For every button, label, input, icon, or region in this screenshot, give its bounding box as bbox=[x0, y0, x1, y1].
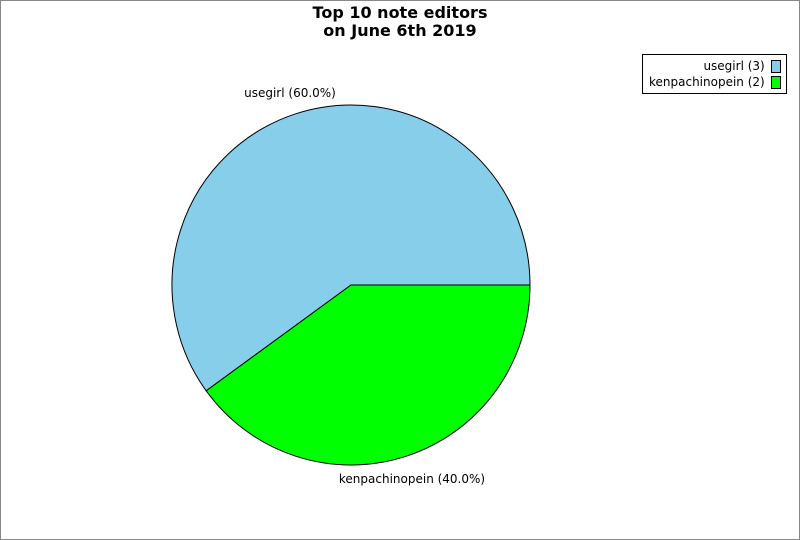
pie-slice-kenpachinopein bbox=[205, 284, 531, 466]
slice-label-kenpachinopein: kenpachinopein (40.0%) bbox=[339, 472, 485, 486]
chart-legend: usegirl (3) kenpachinopein (2) bbox=[642, 54, 787, 94]
chart-title-line-1: Top 10 note editors bbox=[312, 3, 488, 22]
legend-swatch-kenpachinopein bbox=[770, 75, 781, 89]
legend-label-usegirl: usegirl (3) bbox=[703, 59, 765, 73]
legend-label-kenpachinopein: kenpachinopein (2) bbox=[649, 75, 765, 89]
legend-item-kenpachinopein: kenpachinopein (2) bbox=[649, 74, 781, 90]
chart-title-line-2: on June 6th 2019 bbox=[323, 21, 477, 40]
chart-title: Top 10 note editors on June 6th 2019 bbox=[1, 4, 799, 40]
legend-swatch-usegirl bbox=[770, 59, 781, 73]
legend-item-usegirl: usegirl (3) bbox=[649, 58, 781, 74]
pie-slice-usegirl bbox=[171, 104, 531, 392]
slice-label-usegirl: usegirl (60.0%) bbox=[244, 86, 336, 100]
